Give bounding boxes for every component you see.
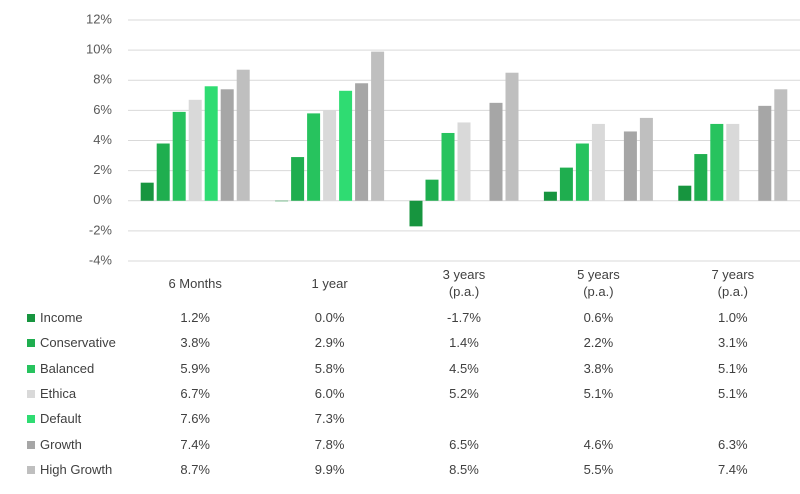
- table-cell: 8.7%: [180, 461, 210, 477]
- bar: [339, 90, 353, 201]
- bar: [204, 86, 218, 201]
- bar: [758, 105, 772, 201]
- legend-swatch: [27, 389, 35, 398]
- bar: [575, 143, 589, 201]
- bar: [188, 99, 202, 201]
- table-cell: 6.5%: [449, 436, 479, 452]
- x-tick-label: 7 years (p.a.): [711, 267, 755, 299]
- table-cell: 5.8%: [314, 360, 345, 376]
- bar: [156, 143, 170, 201]
- table-cell: 1.2%: [180, 310, 210, 325]
- y-tick-label: 4%: [93, 132, 112, 147]
- table-cell: 3.8%: [180, 335, 210, 351]
- legend-swatch: [27, 440, 35, 449]
- table-cell: 3.1%: [717, 335, 748, 351]
- x-tick-label: 3 years (p.a.): [442, 267, 486, 299]
- legend-swatch: [27, 364, 35, 373]
- bar: [774, 89, 788, 201]
- table-cell: 5.1%: [583, 385, 614, 401]
- legend-label: Conservative: [40, 335, 116, 351]
- table-cell: 5.1%: [717, 385, 748, 401]
- table-cell: 7.8%: [314, 436, 345, 452]
- bar: [323, 110, 337, 201]
- table-cell: 7.6%: [180, 411, 210, 427]
- bar: [236, 69, 250, 201]
- bar: [489, 102, 503, 201]
- table-cell: 6.7%: [180, 385, 210, 401]
- bar: [505, 72, 519, 201]
- legend-swatch: [27, 314, 35, 322]
- legend-label: Default: [40, 411, 82, 427]
- bar: [409, 200, 423, 227]
- table-cell: 8.5%: [449, 461, 479, 477]
- table-cell: 6.3%: [717, 436, 748, 452]
- x-tick-label: 6 Months: [168, 275, 222, 291]
- table-cell: 7.3%: [314, 411, 345, 427]
- table-cell: 5.9%: [180, 360, 210, 376]
- legend-label: Income: [40, 310, 83, 325]
- legend-label: High Growth: [40, 461, 113, 477]
- table-cell: 5.2%: [449, 385, 479, 401]
- table-cell: 5.1%: [717, 360, 748, 376]
- bar: [726, 123, 740, 201]
- y-tick-label: 8%: [93, 72, 112, 87]
- table-cell: 5.5%: [583, 461, 614, 477]
- y-tick-label: -4%: [89, 252, 113, 267]
- table-cell: 2.2%: [583, 335, 614, 351]
- bar: [291, 157, 305, 201]
- bar: [623, 131, 637, 201]
- legend-label: Ethica: [40, 385, 77, 401]
- bar: [457, 122, 471, 201]
- bar: [639, 117, 653, 201]
- y-tick-label: 10%: [86, 42, 112, 57]
- x-tick-label: 1 year: [311, 275, 348, 291]
- bar: [275, 200, 289, 202]
- bar: [678, 185, 692, 201]
- bar: [307, 113, 321, 201]
- bar: [355, 83, 369, 201]
- table-cell: 4.6%: [583, 436, 614, 452]
- table-cell: 4.5%: [449, 360, 479, 376]
- x-tick-label: 5 years (p.a.): [577, 267, 620, 299]
- table-cell: 0.6%: [583, 310, 614, 325]
- bar: [441, 132, 455, 201]
- bar: [694, 154, 708, 201]
- table-cell: 6.0%: [314, 385, 345, 401]
- bar: [425, 179, 439, 201]
- table-cell: 1.4%: [449, 335, 479, 351]
- y-tick-label: 2%: [93, 162, 112, 177]
- legend-label: Growth: [40, 436, 82, 452]
- table-cell: 3.8%: [583, 360, 614, 376]
- legend-swatch: [27, 339, 35, 348]
- table-cell: -1.7%: [447, 310, 481, 325]
- table-cell: 7.4%: [180, 436, 210, 452]
- bar: [710, 123, 724, 201]
- bar: [172, 111, 186, 201]
- bar: [140, 182, 154, 201]
- legend-label: Balanced: [40, 360, 95, 376]
- y-tick-label: -2%: [89, 222, 113, 237]
- bar: [371, 51, 385, 201]
- bar: [559, 167, 573, 201]
- legend-swatch: [27, 415, 35, 424]
- table-cell: 7.4%: [717, 461, 748, 477]
- y-tick-label: 12%: [86, 11, 112, 26]
- legend-swatch: [27, 465, 35, 474]
- bar: [543, 191, 557, 201]
- y-tick-label: 0%: [93, 192, 112, 207]
- bar: [591, 123, 605, 201]
- table-cell: 2.9%: [314, 335, 345, 351]
- table-cell: 9.9%: [314, 461, 345, 477]
- table-cell: 1.0%: [717, 310, 748, 325]
- bar: [220, 89, 234, 201]
- table-cell: 0.0%: [314, 310, 345, 325]
- y-tick-label: 6%: [93, 102, 112, 117]
